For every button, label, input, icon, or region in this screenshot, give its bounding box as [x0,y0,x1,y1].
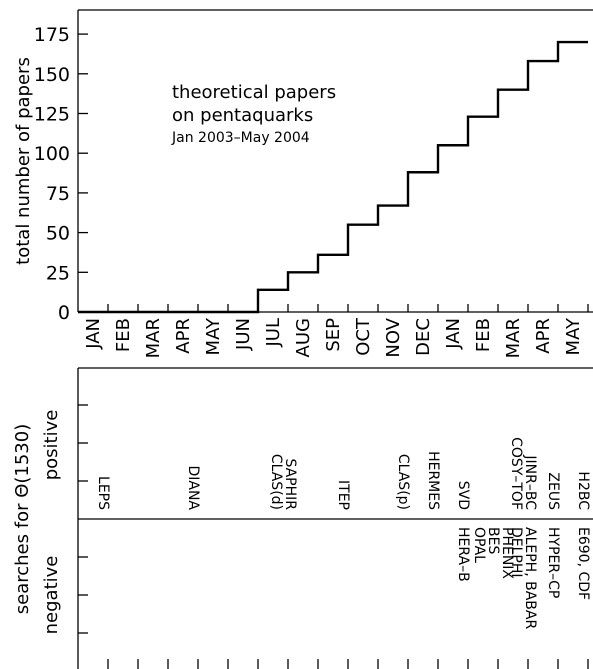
chart-title-line-2: on pentaquarks [172,105,313,126]
positive-experiment-label: CLAS(d) [268,454,284,510]
y-tick-label: 125 [34,104,70,126]
bottom-ticks [78,404,589,669]
y-axis-label: total number of papers [13,57,34,265]
negative-experiment-label: BES [485,527,501,554]
positive-experiment-label: SVD [455,481,471,510]
positive-experiment-label: ZEUS [545,472,561,510]
negative-experiment-label: DELPHI [508,527,524,578]
month-label: JUN [233,318,254,351]
month-label: APR [533,318,554,354]
positive-search-labels: LEPS DIANA CLAS(d)SAPHIR ITEP CLAS(p) HERMES S… [95,437,591,510]
searches-panel: LEPS DIANA CLAS(d)SAPHIR ITEP CLAS(p) HERMES S… [12,367,593,669]
y-tick-label: 0 [58,302,70,324]
positive-experiment-label: COSY–TOF [508,437,524,510]
chart-title-line-1: theoretical papers [172,82,336,103]
month-label: MAR [143,318,164,358]
y-tick-label: 50 [46,223,70,245]
y-ticks: 0 25 50 75 100 125 150 175 [34,24,88,324]
negative-experiment-label: HERA–B [455,527,471,582]
month-label: DEC [413,318,434,356]
positive-experiment-label: H2BC [575,471,591,510]
month-label: FEB [473,318,494,352]
positive-experiment-label: ITEP [335,480,351,510]
negative-experiment-label: E690, CDF [575,527,591,600]
chart-title-line-3: Jan 2003–May 2004 [171,130,310,146]
month-label: NOV [383,317,404,357]
month-label: JUL [263,318,284,348]
negative-experiment-label: HYPER–CP [545,527,561,598]
positive-experiment-label: SAPHIR [282,458,298,510]
y-tick-label: 150 [34,64,70,86]
y-tick-label: 175 [34,24,70,46]
negative-experiment-label: OPAL [471,527,487,563]
month-label: JAN [443,318,464,350]
negative-experiment-label: ALEPH, BABAR [522,527,538,629]
positive-experiment-label: HERMES [425,451,441,510]
month-label: SEP [323,318,344,352]
month-label: APR [173,318,194,354]
searches-axis-label: searches for Θ(1530) [12,424,33,614]
x-ticks: JAN FEB MAR APR MAY JUN JUL AUG SEP OCT NOV DEC JAN F… [83,304,589,358]
positive-experiment-label: JINR–BC [522,454,538,510]
positive-experiment-label: CLAS(p) [395,454,411,510]
papers-chart: 0 25 50 75 100 125 150 175 JAN FEB MAR APR MAY JUN JU… [13,9,593,358]
month-label: OCT [353,317,374,356]
month-label: MAR [503,318,524,358]
month-label: JAN [83,318,104,350]
y-tick-label: 25 [46,262,70,284]
y-tick-label: 100 [34,143,70,165]
month-label: FEB [113,318,134,352]
negative-axis-label: negative [41,556,62,635]
positive-experiment-label: LEPS [95,476,111,510]
negative-experiment-label: PHENIX [499,527,515,579]
month-label: MAY [563,317,584,355]
cumulative-step-line [78,40,588,314]
month-label: AUG [293,318,314,357]
positive-axis-label: positive [41,410,62,481]
positive-experiment-label: DIANA [185,465,201,510]
y-tick-label: 75 [46,183,70,205]
month-label: MAY [203,317,224,355]
